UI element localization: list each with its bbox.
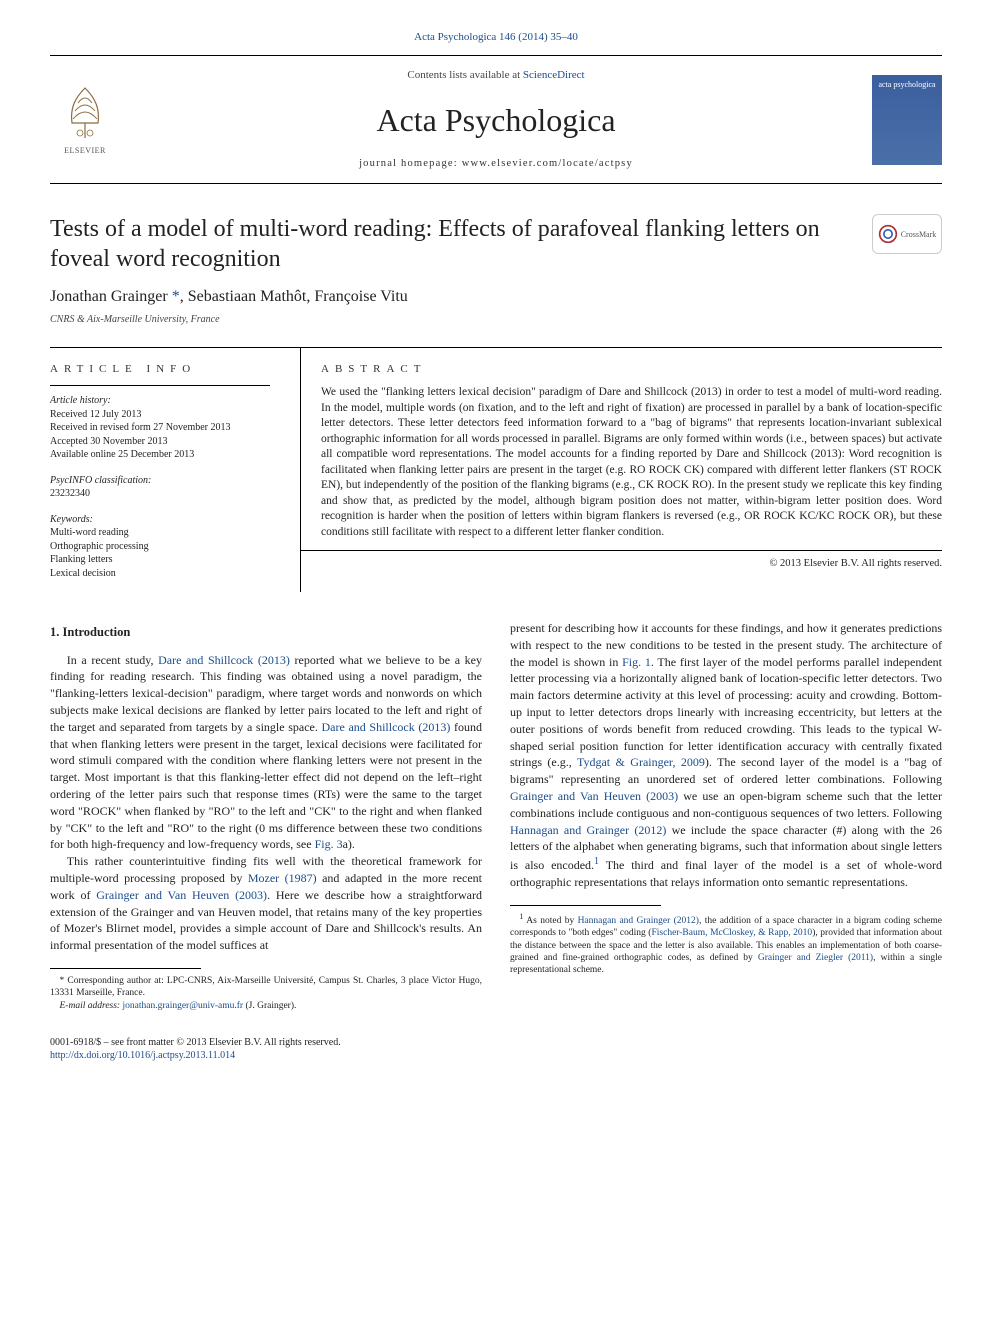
history-item: Received in revised form 27 November 201… [50, 421, 270, 435]
masthead-center: Contents lists available at ScienceDirec… [120, 68, 872, 171]
article-history: Article history: Received 12 July 2013 R… [50, 394, 270, 462]
article-header: Tests of a model of multi-word reading: … [50, 214, 942, 274]
journal-cover-thumb: acta psychologica [872, 75, 942, 165]
abstract-col: abstract We used the "flanking letters l… [300, 348, 942, 592]
text-run: In a recent study, [67, 653, 158, 667]
body-columns: 1. Introduction In a recent study, Dare … [50, 620, 942, 1063]
text-run: found that when flanking letters were pr… [50, 720, 482, 852]
history-item: Received 12 July 2013 [50, 408, 270, 422]
email-link[interactable]: jonathan.grainger@univ-amu.fr [122, 1001, 243, 1011]
author-list: Jonathan Grainger *, Sebastiaan Mathôt, … [50, 288, 408, 305]
keyword: Lexical decision [50, 567, 270, 581]
footnote-rule [510, 905, 661, 906]
masthead: ELSEVIER Contents lists available at Sci… [50, 55, 942, 184]
citation-link[interactable]: Grainger and Ziegler (2011) [758, 953, 873, 963]
email-label: E-mail address: [60, 1001, 123, 1011]
front-matter-line: 0001-6918/$ – see front matter © 2013 El… [50, 1036, 482, 1050]
right-footnotes: 1 As noted by Hannagan and Grainger (201… [510, 905, 942, 977]
abstract-copyright: © 2013 Elsevier B.V. All rights reserved… [301, 557, 942, 572]
section-heading-intro: 1. Introduction [50, 624, 482, 642]
citation-link[interactable]: Mozer (1987) [248, 871, 317, 885]
crossmark-label: CrossMark [901, 229, 937, 240]
affiliation: CNRS & Aix-Marseille University, France [50, 313, 942, 327]
meta-abstract-row: article info Article history: Received 1… [50, 347, 942, 592]
abstract-text: We used the "flanking letters lexical de… [301, 385, 942, 551]
crossmark-icon [878, 224, 898, 244]
text-run: a). [343, 837, 355, 851]
abstract-heading: abstract [301, 362, 942, 377]
keyword: Multi-word reading [50, 526, 270, 540]
psycinfo-code: 23232340 [50, 487, 270, 501]
history-title: Article history: [50, 394, 270, 408]
citation-link[interactable]: Fischer-Baum, McCloskey, & Rapp, 2010 [651, 928, 812, 938]
footnote-rule [50, 968, 201, 969]
journal-homepage: journal homepage: www.elsevier.com/locat… [120, 157, 872, 172]
history-item: Accepted 30 November 2013 [50, 435, 270, 449]
text-run: As noted by [523, 916, 577, 926]
keywords-block: Keywords: Multi-word reading Orthographi… [50, 513, 270, 581]
journal-cover-label: acta psychologica [878, 81, 935, 90]
left-footnotes: * Corresponding author at: LPC-CNRS, Aix… [50, 968, 482, 1063]
citation-link[interactable]: Dare and Shillcock (2013) [158, 653, 290, 667]
corresponding-author-note: * Corresponding author at: LPC-CNRS, Aix… [50, 975, 482, 1000]
citation-link[interactable]: Hannagan and Grainger (2012) [578, 916, 699, 926]
article-info-heading: article info [50, 362, 270, 377]
publisher-label: ELSEVIER [64, 145, 106, 156]
footer-block: 0001-6918/$ – see front matter © 2013 El… [50, 1036, 482, 1063]
keyword: Flanking letters [50, 553, 270, 567]
contents-prefix: Contents lists available at [407, 69, 522, 81]
journal-name: Acta Psychologica [120, 98, 872, 143]
header-citation: Acta Psychologica 146 (2014) 35–40 [50, 30, 942, 45]
elsevier-tree-icon [60, 83, 110, 143]
citation-link[interactable]: Hannagan and Grainger (2012) [510, 823, 666, 837]
contents-line: Contents lists available at ScienceDirec… [120, 68, 872, 83]
article-info-col: article info Article history: Received 1… [50, 348, 270, 592]
keywords-title: Keywords: [50, 513, 270, 527]
article-title: Tests of a model of multi-word reading: … [50, 214, 872, 274]
keyword: Orthographic processing [50, 540, 270, 554]
crossmark-badge[interactable]: CrossMark [872, 214, 942, 254]
email-line: E-mail address: jonathan.grainger@univ-a… [50, 1000, 482, 1012]
authors: Jonathan Grainger *, Sebastiaan Mathôt, … [50, 286, 942, 308]
publisher-logo: ELSEVIER [50, 80, 120, 160]
email-suffix: (J. Grainger). [243, 1001, 296, 1011]
doi-link[interactable]: http://dx.doi.org/10.1016/j.actpsy.2013.… [50, 1049, 482, 1063]
citation-link[interactable]: Grainger and Van Heuven (2003) [96, 888, 267, 902]
psycinfo-block: PsycINFO classification: 23232340 [50, 474, 270, 501]
sciencedirect-link[interactable]: ScienceDirect [523, 69, 585, 81]
body-paragraph: present for describing how it accounts f… [510, 620, 942, 891]
text-run: . The first layer of the model performs … [510, 655, 942, 770]
figure-link[interactable]: Fig. 3 [315, 837, 343, 851]
history-item: Available online 25 December 2013 [50, 448, 270, 462]
body-paragraph: In a recent study, Dare and Shillcock (2… [50, 652, 482, 854]
footnote-1: 1 As noted by Hannagan and Grainger (201… [510, 912, 942, 977]
figure-link[interactable]: Fig. 1 [622, 655, 651, 669]
citation-link[interactable]: Tydgat & Grainger, 2009 [577, 755, 705, 769]
body-paragraph: This rather counterintuitive finding fit… [50, 853, 482, 954]
citation-link[interactable]: Grainger and Van Heuven (2003) [510, 789, 678, 803]
citation-link[interactable]: Dare and Shillcock (2013) [322, 720, 451, 734]
psycinfo-title: PsycINFO classification: [50, 474, 270, 488]
